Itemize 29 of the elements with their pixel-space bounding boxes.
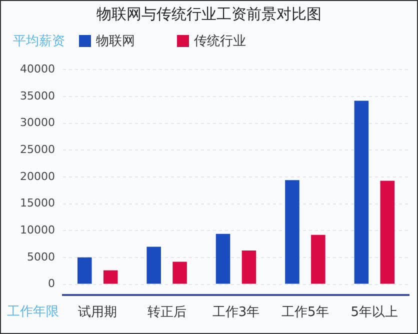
bar [285,180,300,284]
x-tick-label: 工作5年 [282,305,329,320]
bar [311,234,326,284]
chart-title: 物联网与传统行业工资前景对比图 [96,4,322,25]
bar [242,250,256,284]
x-tick-label: 试用期 [78,305,118,320]
legend-label: 物联网 [96,33,135,50]
bar [380,180,395,284]
y-tick-label: 0 [48,277,55,290]
y-tick-label: 20000 [20,170,55,183]
y-tick-label: 25000 [20,142,55,156]
bar [354,100,369,284]
y-tick-label: 35000 [20,89,55,102]
legend-label: 传统行业 [194,33,246,50]
y-tick-label: 5000 [27,250,55,264]
x-tick-label: 5年以上 [350,305,398,320]
y-tick-label: 40000 [20,62,55,76]
y-tick-label: 10000 [20,223,55,236]
x-tick-label: 工作3年 [212,305,260,320]
x-tick-label: 转正后 [147,305,186,320]
x-axis-title: 工作年限 [7,304,59,320]
bar [146,246,161,284]
bar [77,257,92,284]
y-tick-label: 30000 [20,116,55,130]
bar [216,234,230,284]
y-tick-label: 15000 [20,196,55,210]
bar [172,262,187,284]
y-axis-title: 平均薪资 [13,33,65,50]
bar [103,270,118,284]
